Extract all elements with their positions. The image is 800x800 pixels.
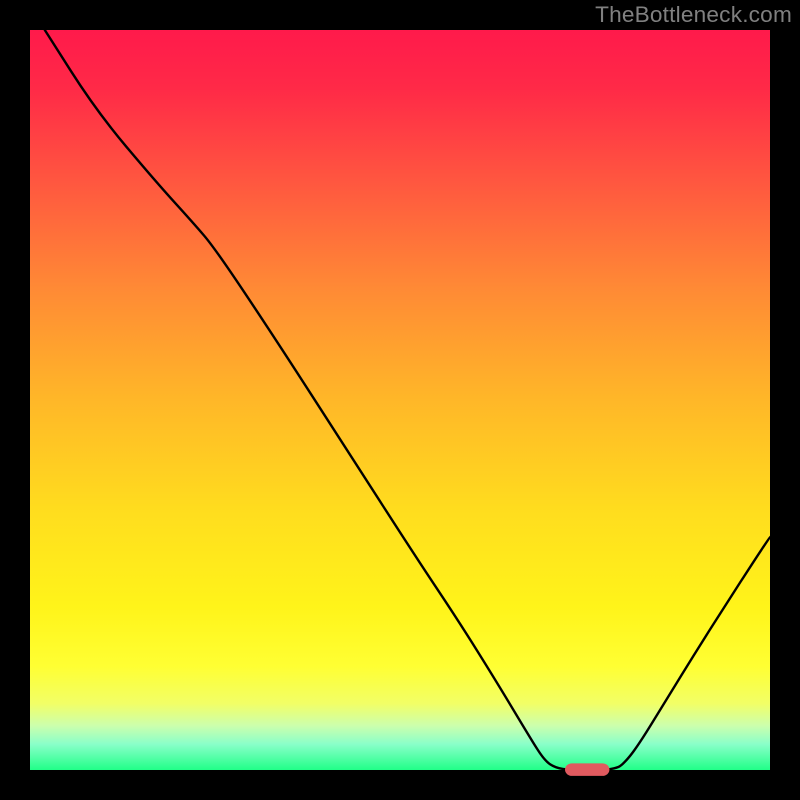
bottleneck-heat-chart xyxy=(0,0,800,800)
chart-root: TheBottleneck.com xyxy=(0,0,800,800)
heat-gradient-area xyxy=(30,30,770,770)
optimal-marker xyxy=(565,763,609,776)
watermark-text: TheBottleneck.com xyxy=(595,2,792,28)
